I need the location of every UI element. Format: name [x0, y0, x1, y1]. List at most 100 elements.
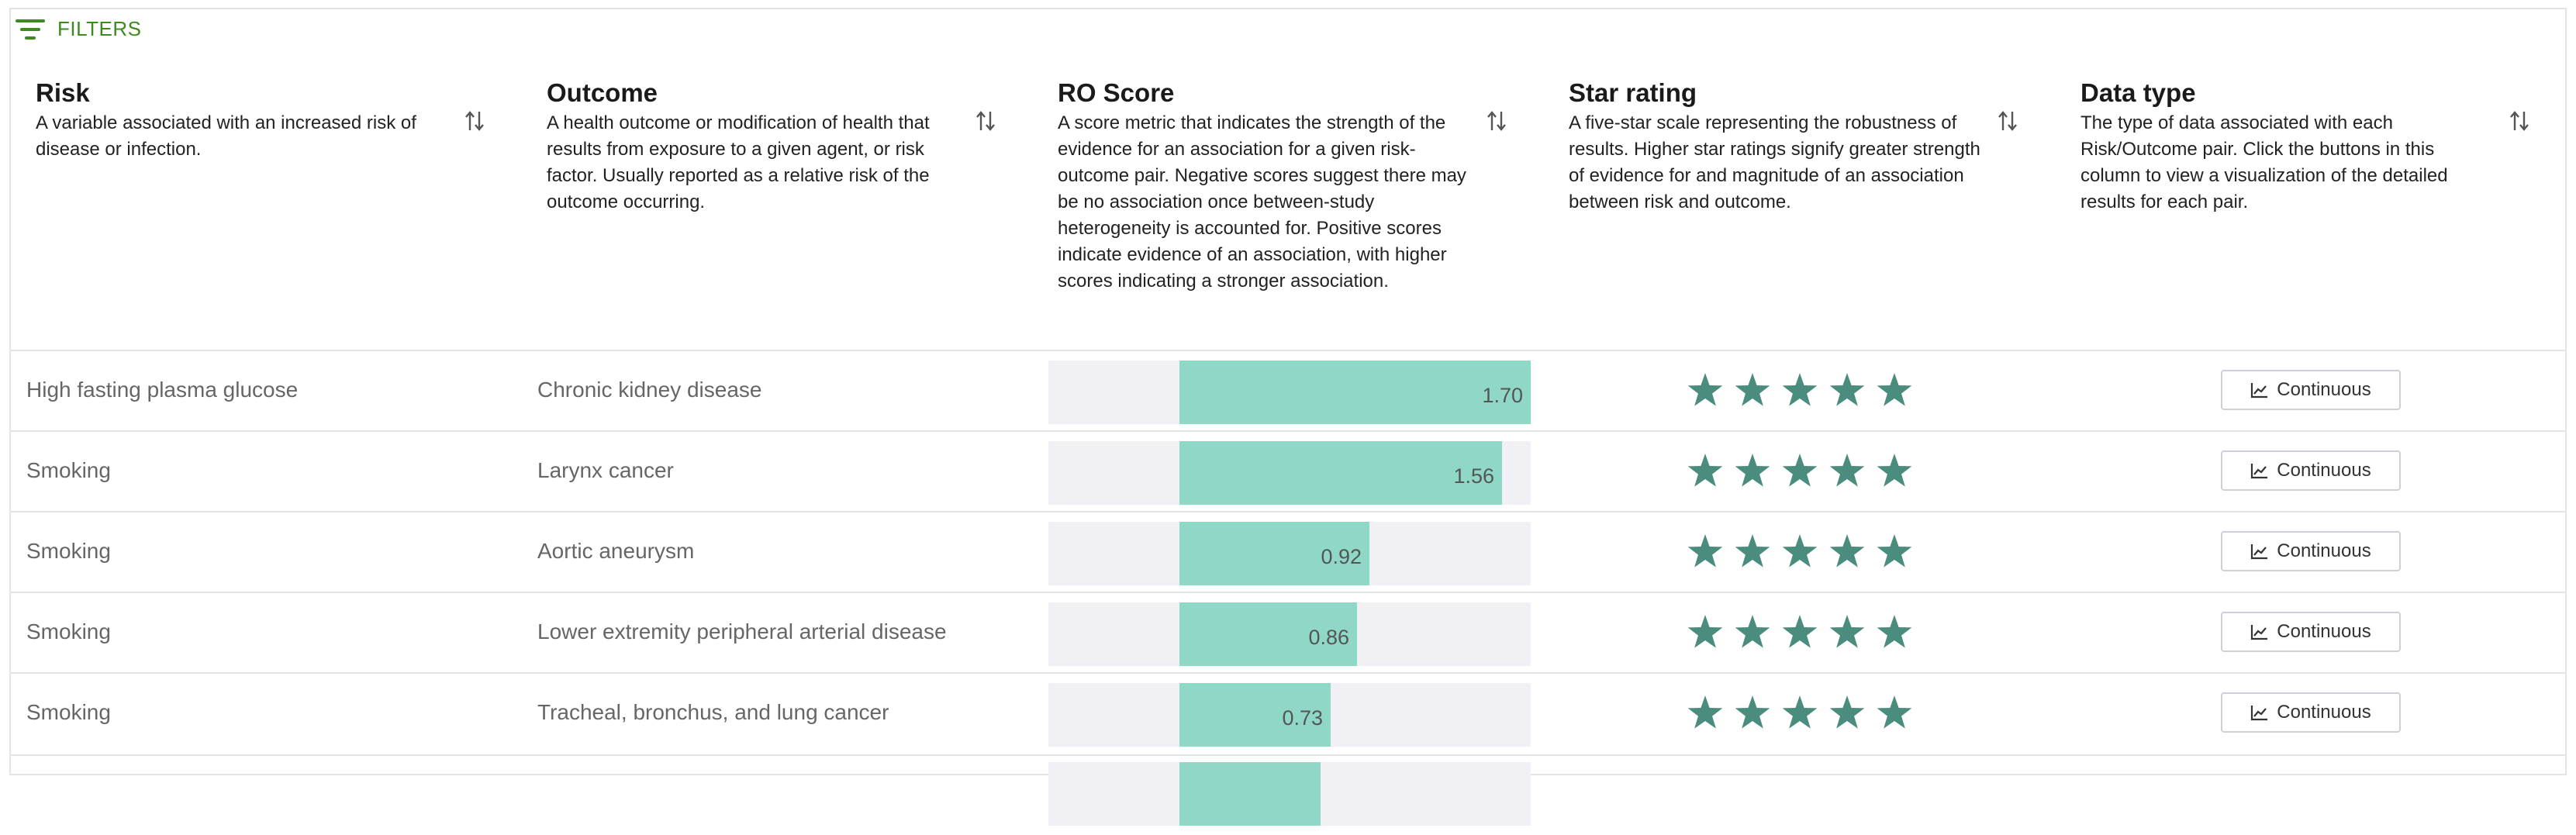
- star-icon: [1687, 534, 1723, 568]
- score-value: 0.86: [1308, 626, 1349, 649]
- data-type-button[interactable]: Continuous: [2221, 531, 2401, 571]
- data-type-label: Continuous: [2277, 379, 2371, 400]
- risk-cell[interactable]: High fasting plasma glucose: [26, 378, 299, 402]
- column-title: Data type: [2080, 78, 2196, 107]
- score-bar-fill: [1179, 361, 1531, 424]
- outcome-cell[interactable]: Larynx cancer: [537, 458, 674, 482]
- score-bar-background: [1048, 762, 1531, 826]
- star-rating: [1686, 694, 1922, 731]
- star-icon: [1877, 534, 1912, 568]
- data-type-label: Continuous: [2277, 702, 2371, 723]
- sort-icon[interactable]: [2509, 109, 2530, 133]
- star-icon: [1735, 373, 1770, 406]
- outcome-cell[interactable]: Chronic kidney disease: [537, 378, 762, 402]
- column-header-outcome: Outcome A health outcome or modification…: [547, 78, 965, 216]
- star-icon: [1687, 373, 1723, 406]
- score-bar-background: 0.92: [1048, 522, 1531, 585]
- column-header-risk: Risk A variable associated with an incre…: [36, 78, 454, 163]
- score-bar-background: 1.70: [1048, 361, 1531, 424]
- score-value: 0.73: [1282, 706, 1323, 730]
- outcome-cell[interactable]: Lower extremity peripheral arterial dise…: [537, 619, 947, 644]
- column-header-star-rating: Star rating A five-star scale representi…: [1569, 78, 1987, 216]
- table-row[interactable]: Smoking Larynx cancer 1.56 Continuous: [9, 430, 2567, 511]
- star-icon: [1829, 534, 1865, 568]
- table-row[interactable]: Smoking Aortic aneurysm 0.92 Continuous: [9, 511, 2567, 592]
- star-icon: [1829, 373, 1865, 406]
- star-icon: [1782, 695, 1818, 729]
- data-type-label: Continuous: [2277, 540, 2371, 561]
- column-title: Risk: [36, 78, 90, 107]
- risk-cell[interactable]: Smoking: [26, 700, 111, 724]
- column-description: A five-star scale representing the robus…: [1569, 112, 1980, 212]
- star-icon: [1735, 534, 1770, 568]
- risk-cell[interactable]: Smoking: [26, 458, 111, 482]
- star-icon: [1829, 695, 1865, 729]
- risk-cell[interactable]: Smoking: [26, 539, 111, 563]
- data-type-label: Continuous: [2277, 621, 2371, 642]
- star-icon: [1782, 454, 1818, 487]
- line-chart-icon: [2251, 383, 2268, 399]
- star-icon: [1687, 615, 1723, 648]
- column-description: A health outcome or modification of heal…: [547, 112, 930, 212]
- star-icon: [1687, 454, 1723, 487]
- score-bar-background: 0.73: [1048, 683, 1531, 747]
- line-chart-icon: [2251, 464, 2268, 479]
- star-icon: [1782, 615, 1818, 648]
- table-row[interactable]: Smoking Tracheal, bronchus, and lung canc…: [9, 672, 2567, 753]
- score-value: 1.70: [1482, 384, 1523, 407]
- star-rating: [1686, 452, 1922, 489]
- filter-icon: [16, 18, 45, 41]
- score-bar-fill: [1179, 522, 1369, 585]
- star-icon: [1877, 695, 1912, 729]
- column-title: RO Score: [1058, 78, 1175, 107]
- star-icon: [1735, 615, 1770, 648]
- star-icon: [1735, 454, 1770, 487]
- star-icon: [1829, 615, 1865, 648]
- filters-button[interactable]: FILTERS: [16, 17, 141, 41]
- line-chart-icon: [2251, 706, 2268, 721]
- table-row[interactable]: Smoking Lower extremity peripheral arteri…: [9, 592, 2567, 672]
- column-header-data-type: Data type The type of data associated wi…: [2080, 78, 2499, 216]
- column-header-ro-score: RO Score A score metric that indicates t…: [1058, 78, 1476, 295]
- score-bar-background: 0.86: [1048, 602, 1531, 666]
- star-icon: [1782, 373, 1818, 406]
- sort-icon[interactable]: [975, 109, 996, 133]
- star-rating: [1686, 613, 1922, 650]
- star-icon: [1687, 695, 1723, 729]
- score-bar-fill: [1179, 441, 1502, 505]
- score-bar-fill: [1179, 602, 1357, 666]
- data-type-label: Continuous: [2277, 460, 2371, 481]
- data-type-button[interactable]: Continuous: [2221, 692, 2401, 733]
- sort-icon[interactable]: [1997, 109, 2018, 133]
- table-row[interactable]: High fasting plasma glucose Chronic kidne…: [9, 350, 2567, 430]
- risk-cell[interactable]: Smoking: [26, 619, 111, 644]
- sort-icon[interactable]: [464, 109, 485, 133]
- column-description: The type of data associated with each Ri…: [2080, 112, 2448, 212]
- star-icon: [1877, 454, 1912, 487]
- line-chart-icon: [2251, 625, 2268, 640]
- outcome-cell[interactable]: Tracheal, bronchus, and lung cancer: [537, 700, 889, 724]
- star-icon: [1877, 615, 1912, 648]
- score-bar-fill: [1179, 762, 1321, 826]
- star-icon: [1782, 534, 1818, 568]
- star-rating: [1686, 371, 1922, 409]
- score-bar-fill: [1179, 683, 1331, 747]
- star-icon: [1877, 373, 1912, 406]
- line-chart-icon: [2251, 544, 2268, 560]
- star-icon: [1735, 695, 1770, 729]
- column-description: A score metric that indicates the streng…: [1058, 112, 1466, 292]
- star-rating: [1686, 533, 1922, 570]
- data-type-button[interactable]: Continuous: [2221, 612, 2401, 652]
- column-title: Outcome: [547, 78, 658, 107]
- sort-icon[interactable]: [1486, 109, 1507, 133]
- filters-label: FILTERS: [57, 17, 142, 40]
- column-title: Star rating: [1569, 78, 1697, 107]
- star-icon: [1829, 454, 1865, 487]
- score-bar-background: 1.56: [1048, 441, 1531, 505]
- data-type-button[interactable]: Continuous: [2221, 450, 2401, 491]
- table-row: [9, 754, 2567, 835]
- column-description: A variable associated with an increased …: [36, 112, 416, 160]
- outcome-cell[interactable]: Aortic aneurysm: [537, 539, 695, 563]
- data-type-button[interactable]: Continuous: [2221, 370, 2401, 410]
- score-value: 1.56: [1453, 464, 1494, 488]
